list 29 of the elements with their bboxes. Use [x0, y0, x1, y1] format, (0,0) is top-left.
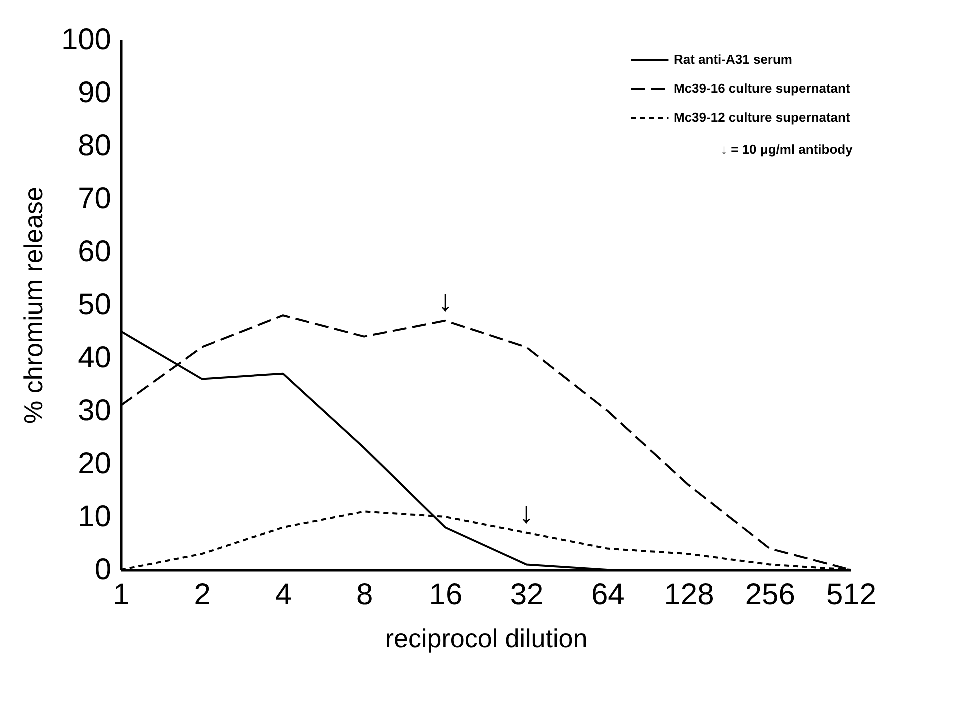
y-tick-label: 60	[78, 236, 112, 268]
x-tick-label: 4	[275, 578, 292, 612]
annotation: ↓	[438, 284, 453, 318]
y-tick-label: 0	[94, 554, 112, 586]
x-tick-label: 2	[194, 578, 211, 612]
x-tick-label: 64	[591, 578, 625, 612]
x-tick-label: 32	[510, 578, 544, 612]
legend-label: Rat anti-A31 serum	[674, 52, 792, 67]
annotation: ↓ = 10 μg/ml antibody	[721, 142, 854, 157]
x-tick-label: 256	[745, 578, 796, 612]
y-tick-label: 40	[78, 342, 112, 374]
x-tick-label: 512	[826, 578, 877, 612]
legend-label: Mc39-12 culture supernatant	[674, 110, 851, 125]
x-axis-title: reciprocol dilution	[385, 624, 588, 654]
y-tick-label: 20	[78, 448, 112, 480]
y-tick-label: 80	[78, 130, 112, 162]
y-tick-label: 10	[78, 500, 112, 534]
y-tick-label: 50	[78, 288, 112, 322]
x-tick-label: 8	[356, 578, 374, 612]
y-axis-title: % chromium release	[18, 187, 48, 424]
y-tick-label: 30	[78, 394, 112, 428]
y-tick-label: 100	[61, 24, 112, 56]
x-tick-label: 16	[429, 578, 463, 612]
annotation: ↓	[519, 496, 534, 530]
y-tick-label: 70	[78, 182, 112, 216]
legend-label: Mc39-16 culture supernatant	[674, 81, 851, 96]
y-tick-label: 90	[78, 76, 112, 110]
x-tick-label: 1	[113, 578, 130, 612]
x-tick-label: 128	[664, 578, 714, 612]
